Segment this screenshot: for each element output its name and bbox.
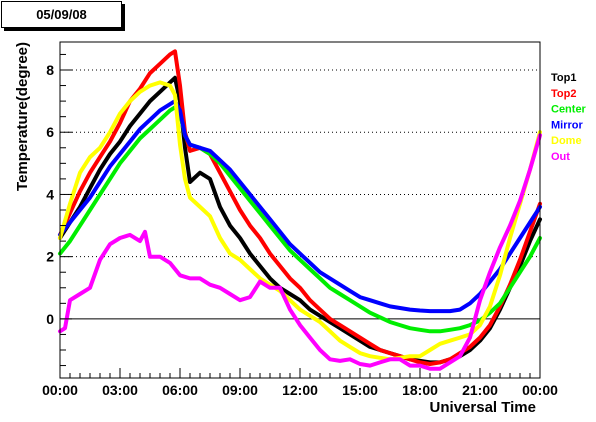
legend: Top1 Top2 Center Mirror Dome Out bbox=[551, 72, 587, 163]
legend-entry-center: Center bbox=[551, 104, 587, 116]
y-axis-title: Temperature(degree) bbox=[14, 42, 31, 191]
legend-entry-mirror: Mirror bbox=[551, 119, 584, 131]
y-tick-label: 0 bbox=[46, 311, 54, 327]
legend-entry-out: Out bbox=[551, 151, 570, 163]
x-tick-label: 12:00 bbox=[282, 382, 318, 398]
y-tick-label: 2 bbox=[46, 249, 54, 265]
x-tick-label: 00:00 bbox=[522, 382, 558, 398]
series-line-top1 bbox=[58, 75, 542, 365]
y-tick-label: 6 bbox=[46, 124, 54, 140]
x-axis-title: Universal Time bbox=[430, 399, 536, 416]
y-tick-label: 4 bbox=[46, 186, 54, 202]
legend-entry-top2: Top2 bbox=[551, 88, 576, 100]
date-label: 05/09/08 bbox=[1, 1, 122, 28]
legend-entry-top1: Top1 bbox=[551, 72, 576, 84]
x-tick-label: 00:00 bbox=[42, 382, 78, 398]
x-tick-label: 09:00 bbox=[222, 382, 258, 398]
grid-lines bbox=[60, 69, 540, 258]
series-line-center bbox=[58, 105, 542, 334]
series-line-dome bbox=[58, 80, 542, 362]
legend-entry-dome: Dome bbox=[551, 135, 582, 147]
series-line-top2 bbox=[58, 49, 542, 366]
series-line-mirror bbox=[58, 99, 542, 314]
x-tick-label: 15:00 bbox=[342, 382, 378, 398]
x-tick-label: 21:00 bbox=[462, 382, 498, 398]
series-line-out bbox=[58, 133, 542, 371]
y-tick-label: 8 bbox=[46, 62, 54, 78]
plot-series bbox=[58, 49, 542, 371]
x-axis-ticks: 00:00 03:00 06:00 09:00 12:00 15:00 18:00 21:00… bbox=[42, 368, 558, 398]
y-axis-ticks: 0 2 4 6 8 bbox=[46, 53, 72, 367]
x-tick-label: 03:00 bbox=[102, 382, 138, 398]
x-tick-label: 18:00 bbox=[402, 382, 438, 398]
x-tick-label: 06:00 bbox=[162, 382, 198, 398]
